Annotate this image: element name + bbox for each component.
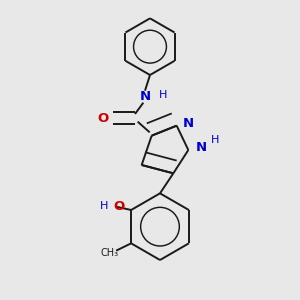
Text: H: H (159, 90, 167, 100)
Text: CH₃: CH₃ (100, 248, 118, 258)
Text: O: O (114, 200, 125, 213)
Text: N: N (140, 90, 151, 103)
Text: O: O (98, 112, 109, 125)
Text: N: N (196, 142, 207, 154)
Text: H: H (100, 201, 109, 211)
Text: N: N (183, 118, 194, 130)
Text: H: H (211, 135, 219, 145)
